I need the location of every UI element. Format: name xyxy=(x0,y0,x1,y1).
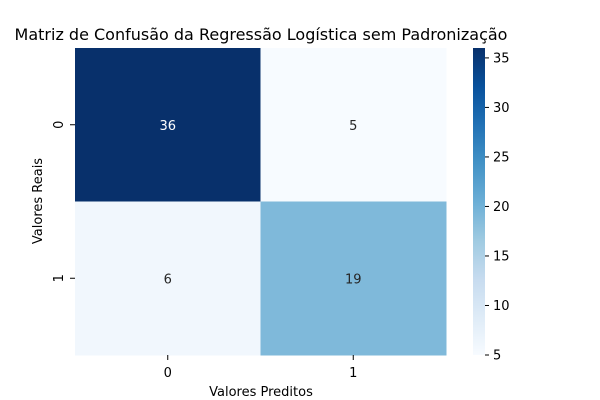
cell-value-labels: 36 5 6 19 xyxy=(159,119,361,288)
y-axis-ticks: 01 xyxy=(52,121,75,282)
heatmap-cell-0-1 xyxy=(260,48,447,202)
y-axis-label: Valores Reais xyxy=(31,158,46,244)
y-tick-label-1: 1 xyxy=(52,274,67,282)
cell-value-0-0: 36 xyxy=(159,119,176,134)
y-tick-label-0: 0 xyxy=(52,121,67,129)
colorbar-tick-label-6: 35 xyxy=(493,51,510,66)
colorbar-tick-label-0: 5 xyxy=(493,349,501,364)
cell-value-1-0: 6 xyxy=(164,272,172,287)
x-tick-label-1: 1 xyxy=(349,366,357,381)
heatmap-grid xyxy=(75,48,447,356)
cell-value-1-1: 19 xyxy=(345,272,362,287)
x-tick-label-0: 0 xyxy=(164,366,172,381)
heatmap-cell-0-0 xyxy=(75,48,261,202)
cell-value-0-1: 5 xyxy=(349,119,357,134)
colorbar-tick-label-1: 10 xyxy=(493,299,510,314)
colorbar-ticks: 5 10 15 20 25 30 35 xyxy=(485,51,510,364)
colorbar xyxy=(473,48,485,355)
colorbar-tick-label-2: 15 xyxy=(493,249,510,264)
heatmap-cell-1-0 xyxy=(75,201,261,356)
x-axis-label: Valores Preditos xyxy=(209,385,313,400)
colorbar-tick-label-5: 30 xyxy=(493,101,510,116)
colorbar-tick-label-4: 25 xyxy=(493,150,510,165)
chart-title: Matriz de Confusão da Regressão Logístic… xyxy=(15,25,508,44)
colorbar-tick-label-3: 20 xyxy=(493,200,510,215)
heatmap-cell-1-1 xyxy=(260,201,447,356)
